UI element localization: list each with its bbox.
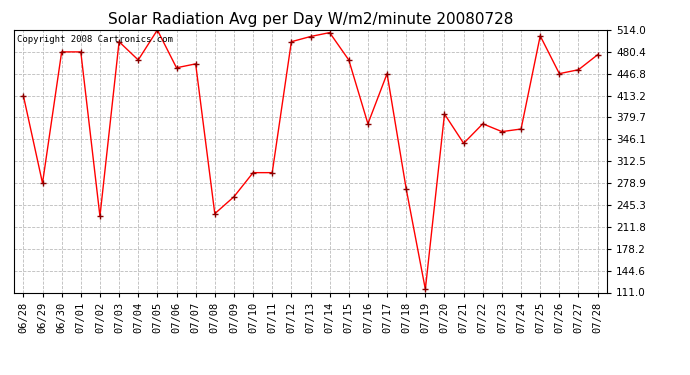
Text: Copyright 2008 Cartronics.com: Copyright 2008 Cartronics.com <box>17 35 172 44</box>
Title: Solar Radiation Avg per Day W/m2/minute 20080728: Solar Radiation Avg per Day W/m2/minute … <box>108 12 513 27</box>
